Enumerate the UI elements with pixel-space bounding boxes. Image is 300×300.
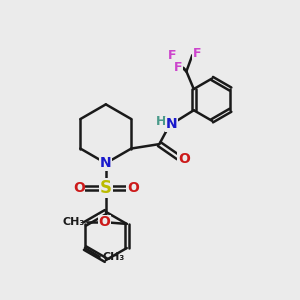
Text: O: O: [127, 181, 139, 195]
Text: CH₃: CH₃: [102, 252, 124, 262]
Text: F: F: [167, 49, 176, 62]
Text: F: F: [192, 47, 201, 60]
Text: CH₃: CH₃: [62, 218, 85, 227]
Text: N: N: [165, 117, 177, 131]
Text: N: N: [100, 156, 112, 170]
Text: O: O: [178, 152, 190, 166]
Text: H: H: [156, 115, 167, 128]
Text: S: S: [100, 179, 112, 197]
Text: O: O: [73, 181, 85, 195]
Text: O: O: [99, 215, 111, 230]
Text: F: F: [174, 61, 182, 74]
